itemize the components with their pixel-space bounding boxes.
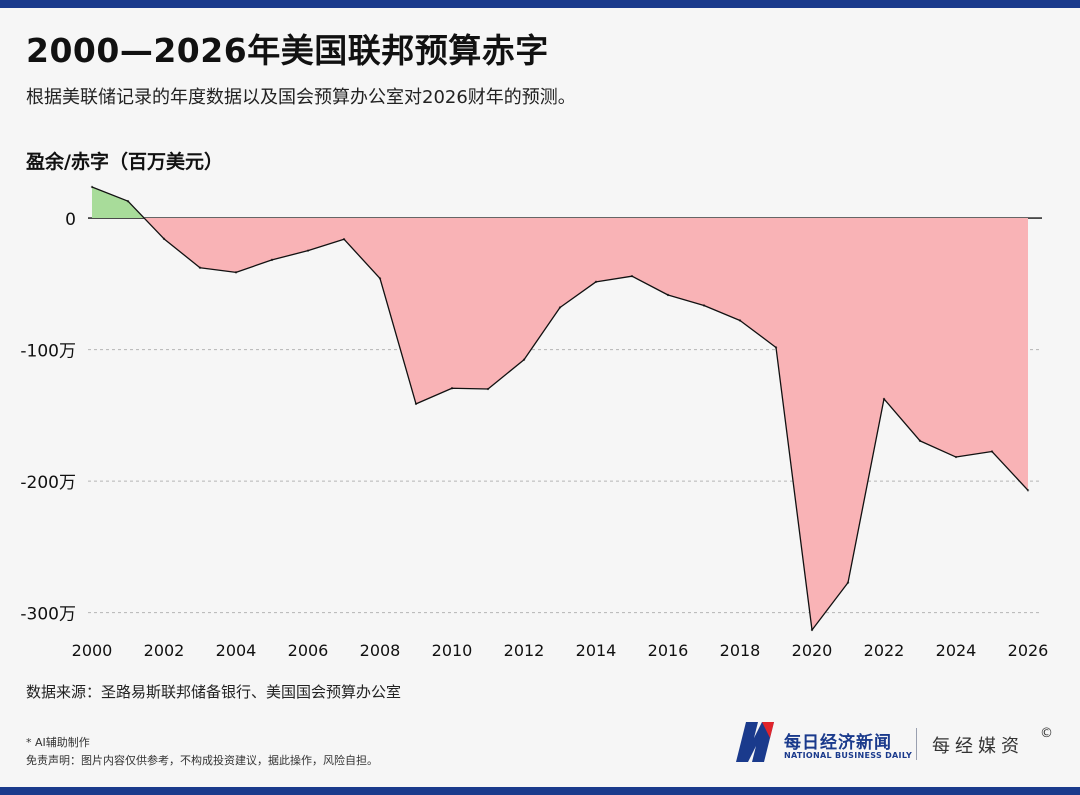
x-tick-labels: 2000 2002 2004 2006 2008 2010 2012 2014 2016 2018… bbox=[72, 641, 1049, 660]
x-tick-label: 2016 bbox=[648, 641, 689, 660]
data-point-2012 bbox=[522, 358, 526, 361]
y-tick-label: -100万 bbox=[20, 342, 76, 362]
publisher-logo: 每日经济新闻 NATIONAL BUSINESS DAILY 每经媒资 © bbox=[732, 718, 1062, 768]
y-tick-label: 0 bbox=[65, 210, 76, 230]
data-point-2000 bbox=[90, 185, 94, 189]
x-tick-label: 2000 bbox=[72, 641, 113, 660]
data-point-2005 bbox=[270, 258, 274, 262]
x-tick-label: 2004 bbox=[216, 641, 257, 660]
y-tick-label: -300万 bbox=[20, 605, 76, 625]
top-accent-bar bbox=[0, 0, 1080, 8]
data-point-2004 bbox=[234, 271, 238, 274]
disclaimer: 免责声明：图片内容仅供参考，不构成投资建议，据此操作，风险自担。 bbox=[26, 754, 378, 767]
data-point-2006 bbox=[306, 249, 310, 252]
x-tick-label: 2008 bbox=[360, 641, 401, 660]
x-tick-label: 2012 bbox=[504, 641, 545, 660]
y-axis-label: 盈余/赤字（百万美元） bbox=[26, 151, 223, 173]
surplus-area bbox=[92, 187, 145, 219]
x-tick-label: 2024 bbox=[936, 641, 977, 660]
x-tick-label: 2022 bbox=[864, 641, 905, 660]
y-tick-label: -200万 bbox=[20, 473, 76, 493]
data-point-2020 bbox=[810, 628, 814, 632]
data-point-2011 bbox=[486, 387, 490, 391]
x-tick-label: 2014 bbox=[576, 641, 617, 660]
x-tick-label: 2018 bbox=[720, 641, 761, 660]
chart-subtitle: 根据美联储记录的年度数据以及国会预算办公室对2026财年的预测。 bbox=[26, 87, 576, 108]
ai-note: * AI辅助制作 bbox=[26, 736, 90, 749]
data-point-2023 bbox=[918, 439, 922, 443]
data-point-2008 bbox=[378, 277, 382, 280]
logo-name-en: NATIONAL BUSINESS DAILY bbox=[784, 751, 913, 760]
bottom-accent-bar bbox=[0, 787, 1080, 795]
data-point-2024 bbox=[954, 455, 958, 459]
x-tick-label: 2010 bbox=[432, 641, 473, 660]
deficit-area bbox=[144, 218, 1029, 630]
logo-divider bbox=[916, 728, 917, 760]
data-point-2009 bbox=[414, 402, 418, 406]
data-point-2015 bbox=[630, 274, 634, 278]
data-point-2026 bbox=[1026, 489, 1030, 492]
data-point-2018 bbox=[738, 319, 742, 322]
data-point-2007 bbox=[342, 238, 346, 241]
data-point-2019 bbox=[774, 346, 778, 349]
chart-title: 2000—2026年美国联邦预算赤字 bbox=[26, 31, 549, 70]
data-point-2003 bbox=[198, 266, 202, 269]
area-fills bbox=[92, 187, 1029, 630]
data-point-2017 bbox=[702, 304, 706, 307]
x-tick-label: 2026 bbox=[1008, 641, 1049, 660]
logo-name-cn: 每日经济新闻 bbox=[784, 733, 892, 753]
data-point-2002 bbox=[162, 237, 166, 241]
copyright-icon: © bbox=[1040, 726, 1053, 741]
x-tick-label: 2002 bbox=[144, 641, 185, 660]
data-point-2025 bbox=[990, 450, 994, 453]
data-point-2001 bbox=[126, 200, 130, 203]
x-tick-label: 2020 bbox=[792, 641, 833, 660]
nbd-logo-icon bbox=[736, 722, 774, 762]
y-tick-labels: 0 -100万 -200万 -300万 bbox=[20, 210, 76, 625]
data-point-2016 bbox=[666, 293, 670, 297]
data-point-2021 bbox=[846, 581, 850, 584]
data-points bbox=[90, 185, 1030, 632]
data-point-2014 bbox=[594, 280, 598, 284]
data-point-2022 bbox=[882, 397, 886, 401]
data-point-2010 bbox=[450, 387, 454, 390]
data-point-2013 bbox=[558, 306, 562, 309]
x-tick-label: 2006 bbox=[288, 641, 329, 660]
logo-brand: 每经媒资 bbox=[932, 736, 1024, 757]
data-source: 数据来源：圣路易斯联邦储备银行、美国国会预算办公室 bbox=[26, 683, 402, 701]
